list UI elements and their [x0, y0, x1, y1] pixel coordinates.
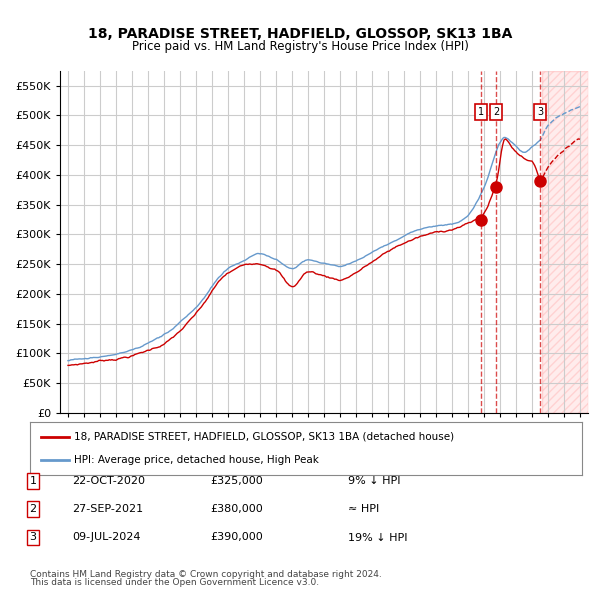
- Text: ≈ HPI: ≈ HPI: [348, 504, 379, 514]
- Text: 2: 2: [493, 107, 499, 117]
- Text: HPI: Average price, detached house, High Peak: HPI: Average price, detached house, High…: [74, 455, 319, 465]
- Text: 27-SEP-2021: 27-SEP-2021: [72, 504, 143, 514]
- Text: This data is licensed under the Open Government Licence v3.0.: This data is licensed under the Open Gov…: [30, 578, 319, 587]
- Text: 22-OCT-2020: 22-OCT-2020: [72, 476, 145, 486]
- Text: £380,000: £380,000: [210, 504, 263, 514]
- Text: 1: 1: [478, 107, 484, 117]
- Text: 9% ↓ HPI: 9% ↓ HPI: [348, 476, 401, 486]
- Bar: [542, 71, 588, 413]
- Text: 19% ↓ HPI: 19% ↓ HPI: [348, 533, 407, 542]
- Text: £325,000: £325,000: [210, 476, 263, 486]
- Text: £390,000: £390,000: [210, 533, 263, 542]
- Text: 3: 3: [537, 107, 544, 117]
- Bar: [542, 71, 588, 413]
- Text: 1: 1: [29, 476, 37, 486]
- Text: 2: 2: [29, 504, 37, 514]
- Text: 3: 3: [29, 533, 37, 542]
- Text: Price paid vs. HM Land Registry's House Price Index (HPI): Price paid vs. HM Land Registry's House …: [131, 40, 469, 53]
- Text: 09-JUL-2024: 09-JUL-2024: [72, 533, 140, 542]
- Text: 18, PARADISE STREET, HADFIELD, GLOSSOP, SK13 1BA: 18, PARADISE STREET, HADFIELD, GLOSSOP, …: [88, 27, 512, 41]
- Text: Contains HM Land Registry data © Crown copyright and database right 2024.: Contains HM Land Registry data © Crown c…: [30, 571, 382, 579]
- Text: 18, PARADISE STREET, HADFIELD, GLOSSOP, SK13 1BA (detached house): 18, PARADISE STREET, HADFIELD, GLOSSOP, …: [74, 432, 454, 442]
